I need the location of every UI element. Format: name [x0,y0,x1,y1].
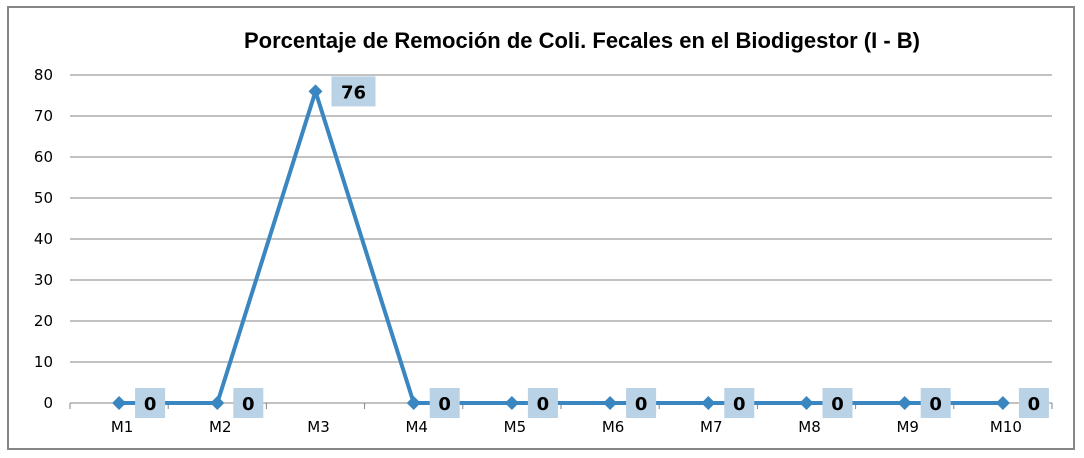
data-point-marker [308,84,323,99]
data-label: 0 [831,394,844,415]
data-point-marker [112,396,127,410]
data-point-marker [603,396,618,410]
data-point-marker [897,396,912,410]
chart-title: Porcentaje de Remoción de Coli. Fecales … [244,28,920,53]
x-tick-label: M10 [990,418,1022,436]
chart-frame [7,6,1075,450]
data-label-box [429,388,460,418]
x-tick-label: M6 [602,418,625,436]
y-tick-label: 80 [34,66,53,84]
data-labels: 0 0 76 0 0 0 0 0 0 0 [135,76,1049,418]
y-tick-label: 60 [34,148,53,166]
x-tick-label: M1 [111,418,134,436]
data-label-box [920,388,951,418]
y-axis-ticks: 0 10 20 30 40 50 60 70 80 [34,66,53,412]
data-label: 0 [438,394,451,415]
data-label-box [822,388,853,418]
x-tick-label: M5 [504,418,527,436]
x-tick-label: M3 [307,418,330,436]
data-label-box [626,388,657,418]
data-point-marker [210,396,225,410]
x-tick-label: M9 [896,418,919,436]
y-tick-label: 10 [34,353,53,371]
data-point-marker [406,396,421,410]
series-line [119,84,1003,405]
data-label: 0 [733,394,746,415]
data-label: 0 [929,394,942,415]
data-point-marker [995,396,1010,410]
x-tick-label: M4 [405,418,428,436]
x-tick-label: M7 [700,418,723,436]
data-label-box [527,388,558,418]
data-label: 0 [635,394,648,415]
y-tick-label: 40 [34,230,53,248]
data-point-marker [504,396,519,410]
y-tick-label: 50 [34,189,53,207]
data-label: 0 [537,394,550,415]
data-label-box [233,388,264,418]
data-label: 76 [341,82,366,103]
data-label-box [1018,388,1049,418]
x-tick-label: M2 [209,418,232,436]
data-point-marker [701,396,716,410]
data-label: 0 [144,394,157,415]
gridlines [70,74,1052,404]
x-axis-ticks: M1 M2 M3 M4 M5 M6 M7 M8 M9 M10 [69,403,1053,436]
data-label: 0 [1028,394,1041,415]
data-label-box [331,76,376,107]
x-tick-label: M8 [798,418,821,436]
y-tick-label: 70 [34,107,53,125]
data-label: 0 [242,394,255,415]
data-label-box [724,388,755,418]
y-tick-label: 30 [34,271,53,289]
y-tick-label: 20 [34,312,53,330]
data-label-box [135,388,166,418]
data-point-marker [799,396,814,410]
y-tick-label: 0 [43,394,53,412]
series-group [112,84,1010,410]
